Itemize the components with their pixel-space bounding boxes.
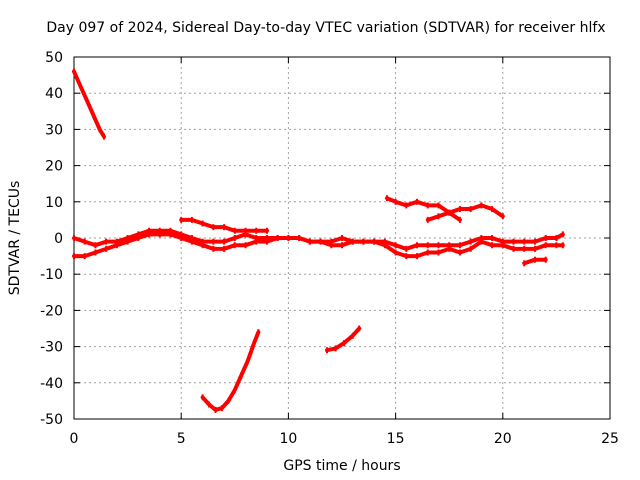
x-tick-label: 0 bbox=[70, 431, 79, 447]
x-tick-label: 20 bbox=[494, 431, 512, 447]
x-tick-label: 25 bbox=[601, 431, 619, 447]
series-arc-deep-dip bbox=[200, 330, 261, 412]
grid-lines bbox=[74, 57, 610, 419]
y-tick-label: 0 bbox=[54, 231, 63, 247]
y-axis-title: SDTVAR / TECUs bbox=[7, 181, 23, 296]
y-tick-label: -20 bbox=[40, 303, 63, 319]
y-tick-label: -50 bbox=[40, 412, 63, 428]
series-arc-late-upper bbox=[385, 196, 462, 222]
y-tick-label: -40 bbox=[40, 376, 63, 392]
x-axis-title: GPS time / hours bbox=[283, 458, 400, 474]
y-tick-label: -30 bbox=[40, 340, 63, 356]
series-arc-late-upper-2 bbox=[425, 203, 505, 222]
x-tick-label: 10 bbox=[279, 431, 297, 447]
y-tick-label: 40 bbox=[45, 86, 63, 102]
y-tick-label: 10 bbox=[45, 195, 63, 211]
data-series bbox=[72, 68, 565, 413]
y-tick-label: 50 bbox=[45, 50, 63, 66]
axis-ticks: 0 5 10 15 20 25 50 40 30 20 10 0 -10 -20 -30 -40 -50 bbox=[40, 50, 619, 447]
y-tick-label: 30 bbox=[45, 122, 63, 138]
y-tick-label: 20 bbox=[45, 159, 63, 175]
y-tick-label: -10 bbox=[40, 267, 63, 283]
x-tick-label: 15 bbox=[387, 431, 405, 447]
chart-title: Day 097 of 2024, Sidereal Day-to-day VTE… bbox=[46, 20, 605, 36]
x-tick-label: 5 bbox=[177, 431, 186, 447]
